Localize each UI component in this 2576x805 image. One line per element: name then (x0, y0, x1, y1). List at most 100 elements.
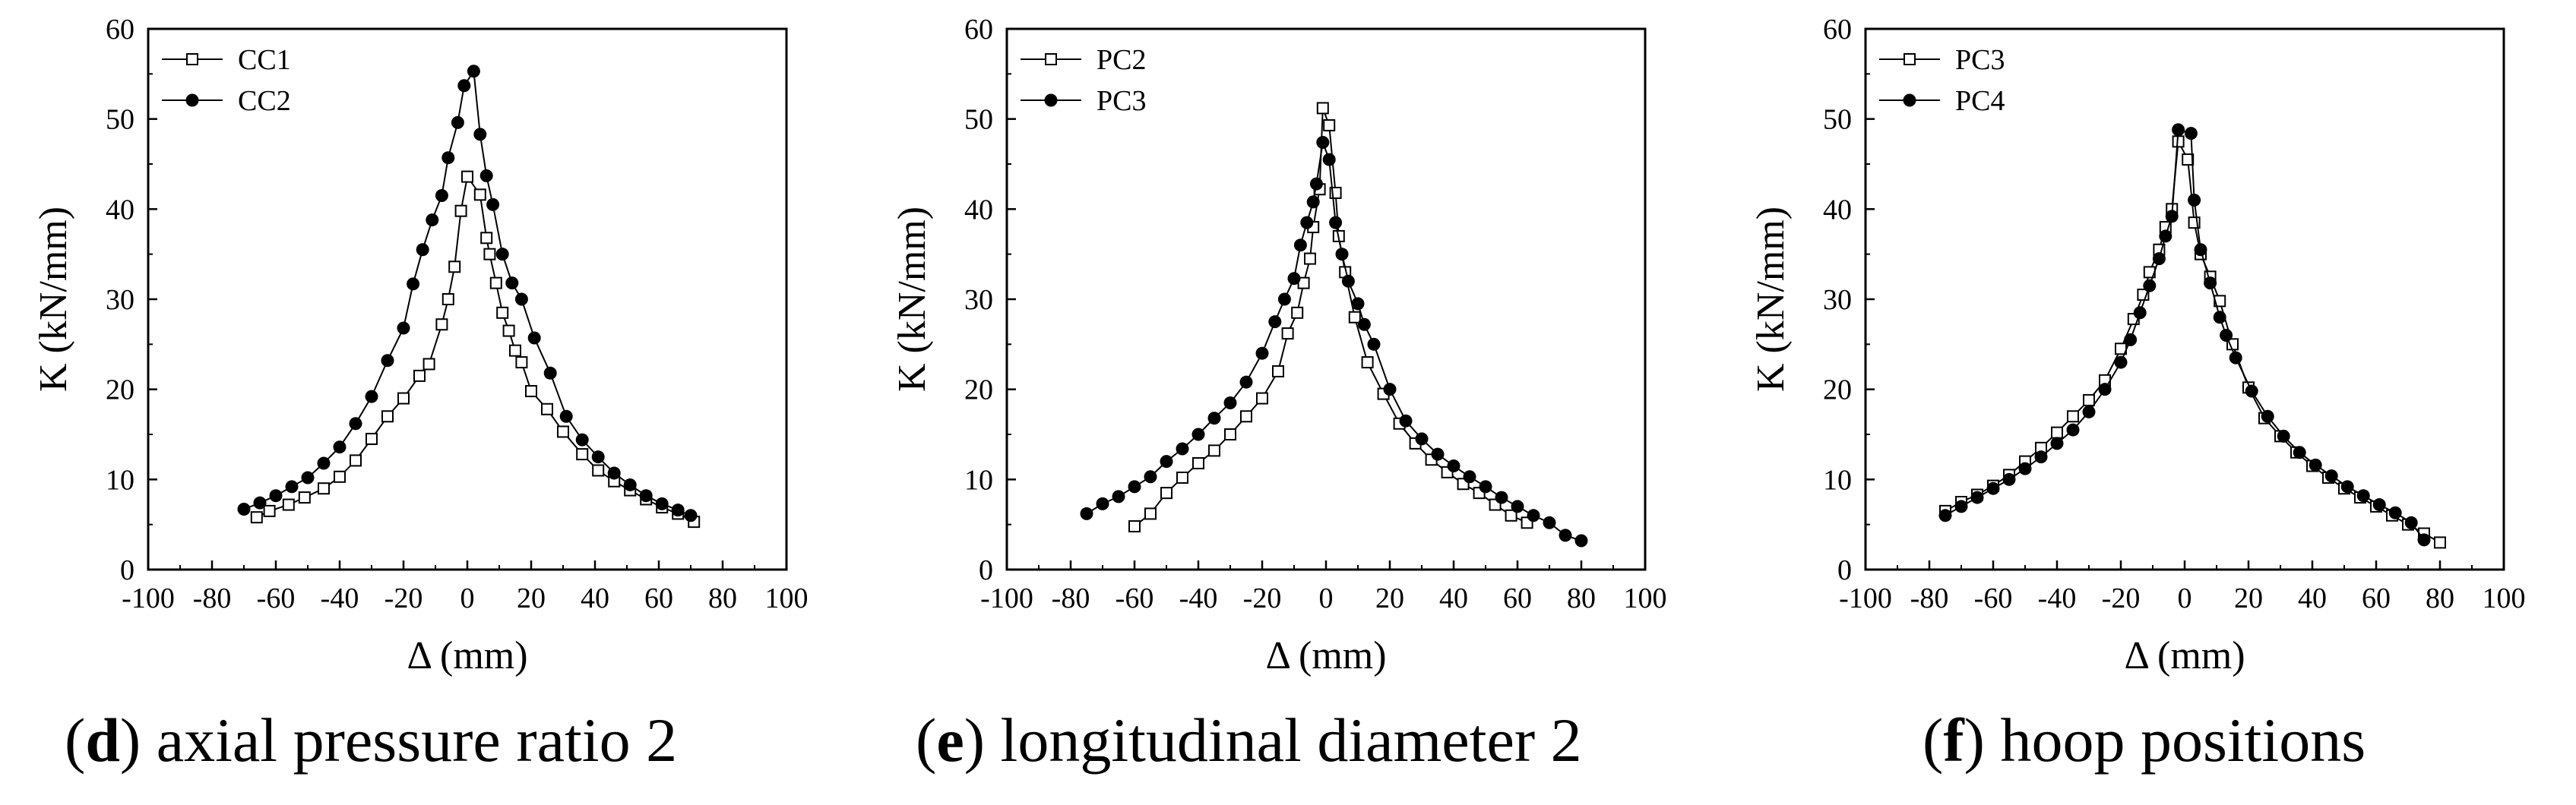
data-point (505, 276, 519, 290)
data-point (1144, 470, 1157, 484)
data-point (1316, 136, 1330, 150)
x-tick-label: 80 (2426, 582, 2454, 614)
data-point (2293, 446, 2306, 459)
data-point (1208, 444, 1220, 457)
y-tick-label: 50 (106, 104, 134, 136)
data-point (1322, 153, 1336, 166)
data-point (416, 243, 429, 257)
data-point (1272, 365, 1284, 377)
x-tick-label: 80 (1567, 582, 1596, 614)
chart-e: -100 -80 -60 -40 -20 0 20 40 60 80 100 0 10 20 30 40 50 6… (891, 14, 1667, 677)
legend-marker (1904, 53, 1916, 65)
y-tick-label: 60 (964, 14, 993, 46)
data-point (473, 128, 487, 141)
x-tick-label: 20 (517, 582, 546, 614)
y-tick-label: 0 (979, 554, 993, 586)
data-point (461, 170, 473, 183)
data-point (2018, 462, 2032, 475)
x-tick-label: -20 (1243, 582, 1282, 614)
data-point (1291, 306, 1304, 319)
data-point (397, 321, 410, 335)
data-point (1954, 500, 1968, 513)
caption-e: (e) longitudinal diameter 2 (916, 706, 1582, 775)
data-point (317, 456, 331, 470)
legend-marker (1044, 93, 1058, 107)
data-point (1938, 509, 1952, 522)
y-tick-label: 0 (120, 554, 134, 586)
data-point (2229, 351, 2242, 365)
data-point (2372, 498, 2386, 512)
y-tick-label: 40 (964, 194, 993, 226)
caption-text: longitudinal diameter 2 (1000, 706, 1582, 775)
x-tick-label: -80 (193, 582, 232, 614)
data-point (2340, 480, 2354, 494)
x-tick-label: -40 (2038, 582, 2077, 614)
data-point (381, 410, 394, 423)
y-tick-label: 20 (1823, 374, 1852, 406)
data-point (263, 504, 276, 517)
data-point (441, 293, 454, 305)
panel-e: -100 -80 -60 -40 -20 0 20 40 60 80 100 0 10 20 30 40 50 6… (859, 0, 1717, 805)
y-tick-label: 50 (1823, 104, 1852, 136)
caption-text: axial pressure ratio 2 (156, 706, 678, 775)
data-point (591, 450, 605, 464)
data-point (1399, 414, 1413, 428)
data-point (1128, 520, 1141, 533)
data-point (253, 496, 267, 510)
data-point (1367, 337, 1381, 351)
data-point (422, 358, 435, 371)
data-point (1176, 442, 1189, 456)
data-point (2214, 295, 2226, 308)
legend-label: PC4 (1955, 85, 2005, 117)
data-point (639, 489, 653, 503)
x-tick-label: 0 (460, 582, 475, 614)
y-tick-label: 60 (1823, 14, 1852, 46)
y-tick-label: 20 (106, 374, 134, 406)
data-point (1281, 327, 1294, 340)
data-point (1341, 274, 1355, 288)
data-point (559, 409, 573, 423)
data-point (1316, 102, 1329, 115)
data-point (1160, 487, 1172, 500)
data-point (2194, 243, 2207, 257)
data-point (448, 260, 461, 273)
data-point (441, 151, 455, 165)
data-point (1192, 456, 1204, 469)
data-point (1348, 311, 1361, 324)
data-point (1431, 447, 1445, 461)
legend-marker (186, 53, 198, 65)
legend-label: PC2 (1097, 44, 1146, 76)
data-point (527, 331, 541, 345)
data-point (2172, 123, 2185, 137)
data-point (435, 189, 448, 203)
data-point (269, 489, 283, 503)
data-point (479, 169, 493, 182)
data-point (509, 344, 521, 357)
y-tick-label: 10 (1823, 464, 1852, 496)
data-point (1527, 509, 1540, 522)
data-point (541, 402, 553, 415)
data-point (349, 417, 362, 431)
data-point (2165, 210, 2179, 223)
data-point (2051, 426, 2063, 439)
data-point (496, 306, 509, 319)
y-tick-label: 40 (1823, 194, 1852, 226)
x-tick-label: 60 (2362, 582, 2391, 614)
x-tick-label: 60 (644, 582, 673, 614)
data-point (1096, 497, 1109, 510)
data-point (334, 470, 346, 483)
data-point (1357, 317, 1371, 331)
y-tick-label: 20 (964, 374, 993, 406)
series-PC3 (1080, 136, 1588, 548)
caption-f: (f) hoop positions (1923, 706, 2366, 775)
data-point (282, 498, 295, 511)
data-point (2309, 458, 2322, 472)
y-tick-label: 10 (964, 464, 993, 496)
legend-label: CC2 (238, 85, 291, 117)
x-tick-label: -100 (980, 582, 1033, 614)
x-tick-label: -80 (1052, 582, 1090, 614)
data-point (1463, 470, 1476, 484)
series-CC1 (250, 170, 701, 529)
data-point (1309, 177, 1323, 191)
x-tick-label: -40 (321, 582, 359, 614)
